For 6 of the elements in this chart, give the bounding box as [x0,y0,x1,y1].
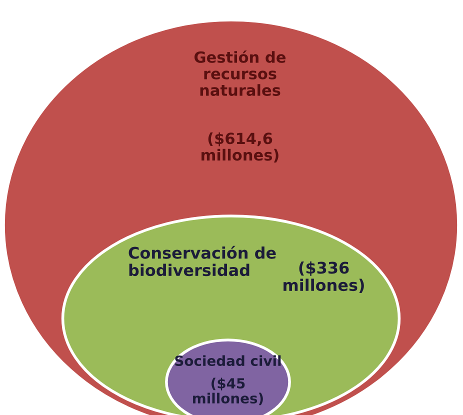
data-label: ($336 millones) [284,261,364,293]
data-label: ($614,6 millones) [202,132,278,162]
category-label: Gestión de recursos naturales [194,50,286,96]
category-label: Conservación de biodiversidad [128,246,276,276]
category-label: Sociedad civil [175,355,281,366]
data-label: ($45 millones) [193,378,263,406]
